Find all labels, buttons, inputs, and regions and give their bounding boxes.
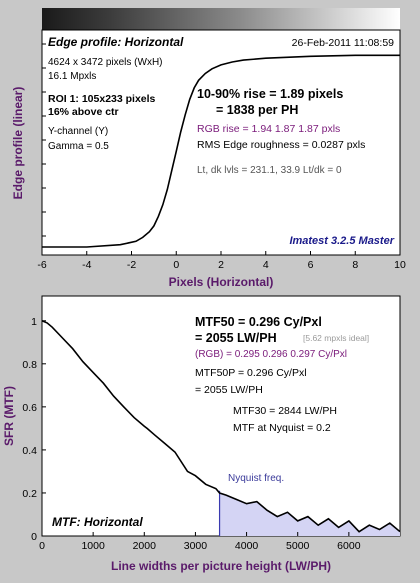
edge-x-tick-label: 8 bbox=[352, 259, 358, 271]
mtf-y-ticks: 0 0.2 0.4 0.6 0.8 1 bbox=[22, 316, 46, 543]
software-version: Imatest 3.2.5 Master bbox=[289, 235, 394, 247]
mtf-y-tick-label: 0.2 bbox=[22, 488, 37, 500]
edge-y-axis-label: Edge profile (linear) bbox=[11, 87, 25, 200]
mtf50: MTF50 = 0.296 Cy/Pxl bbox=[195, 315, 322, 329]
edge-x-tick-label: 2 bbox=[218, 259, 224, 271]
rise-distance: 10-90% rise = 1.89 pixels bbox=[197, 87, 343, 101]
nyquist-region bbox=[219, 493, 400, 536]
image-dims: 4624 x 3472 pixels (WxH) bbox=[48, 57, 163, 68]
edge-x-tick-label: -4 bbox=[82, 259, 91, 271]
edge-x-tick-label: -2 bbox=[127, 259, 136, 271]
mtf50p-lwph: = 2055 LW/PH bbox=[195, 384, 263, 396]
mtf-y-tick-label: 0.6 bbox=[22, 402, 37, 414]
mtf-y-tick-label: 1 bbox=[31, 316, 37, 328]
roi-position: 16% above ctr bbox=[48, 106, 119, 118]
roi-size: ROI 1: 105x233 pixels bbox=[48, 93, 156, 105]
mtf50-rgb: (RGB) = 0.295 0.296 0.297 Cy/Pxl bbox=[195, 349, 347, 360]
mtf-x-tick-label: 6000 bbox=[337, 540, 361, 552]
mtf-y-tick-label: 0.8 bbox=[22, 359, 37, 371]
mtf-curve bbox=[41, 320, 401, 533]
edge-x-axis-label: Pixels (Horizontal) bbox=[169, 275, 274, 289]
mtf-plot-title: MTF: Horizontal bbox=[52, 515, 143, 529]
edge-x-tick-label: 0 bbox=[173, 259, 179, 271]
rgb-rise: RGB rise = 1.94 1.87 1.87 pxls bbox=[197, 123, 340, 135]
edge-x-tick-label: 10 bbox=[394, 259, 406, 271]
edge-profile-curve bbox=[42, 54, 400, 248]
mtf-x-axis-label: Line widths per picture height (LW/PH) bbox=[111, 559, 331, 573]
mtf-x-tick-label: 2000 bbox=[133, 540, 157, 552]
edge-x-tick-label: -6 bbox=[37, 259, 46, 271]
channel: Y-channel (Y) bbox=[48, 126, 108, 137]
mtf50-lwph: = 2055 LW/PH bbox=[195, 331, 277, 345]
edge-x-tick-label: 6 bbox=[308, 259, 314, 271]
mtf-x-tick-label: 4000 bbox=[235, 540, 259, 552]
rise-per-ph: = 1838 per PH bbox=[216, 103, 298, 117]
light-dark-levels: Lt, dk lvls = 231.1, 33.9 Lt/dk = 0 bbox=[197, 165, 342, 176]
grayscale-strip bbox=[42, 8, 400, 30]
edge-roughness: RMS Edge roughness = 0.0287 pxls bbox=[197, 139, 365, 151]
mtf-y-tick-label: 0.4 bbox=[22, 445, 37, 457]
mtf-x-tick-label: 3000 bbox=[184, 540, 208, 552]
nyquist-label: Nyquist freq. bbox=[228, 473, 284, 484]
edge-plot-title: Edge profile: Horizontal bbox=[48, 35, 184, 49]
gamma: Gamma = 0.5 bbox=[48, 141, 109, 152]
edge-profile-line bbox=[42, 54, 400, 248]
mtf-x-tick-label: 0 bbox=[39, 540, 45, 552]
mtf-x-tick-label: 1000 bbox=[81, 540, 105, 552]
mtf-x-ticks: 0 1000 2000 3000 4000 5000 6000 bbox=[39, 532, 361, 552]
test-date: 26-Feb-2011 11:08:59 bbox=[292, 37, 395, 49]
edge-plot-area bbox=[41, 29, 401, 256]
image-mpxls: 16.1 Mpxls bbox=[48, 71, 96, 82]
mtf50p: MTF50P = 0.296 Cy/Pxl bbox=[195, 367, 307, 379]
mtf-line bbox=[41, 320, 401, 533]
mtf30: MTF30 = 2844 LW/PH bbox=[233, 405, 337, 417]
ideal-mpxls: [5.62 mpxls ideal] bbox=[303, 333, 369, 343]
mtf-at-nyquist: MTF at Nyquist = 0.2 bbox=[233, 422, 331, 434]
edge-x-ticks: -6 -4 -2 0 2 4 6 8 10 bbox=[37, 43, 406, 271]
mtf-y-axis-label: SFR (MTF) bbox=[2, 386, 16, 446]
mtf-x-tick-label: 5000 bbox=[286, 540, 310, 552]
mtf-y-tick-label: 0 bbox=[31, 531, 37, 543]
edge-x-tick-label: 4 bbox=[263, 259, 269, 271]
